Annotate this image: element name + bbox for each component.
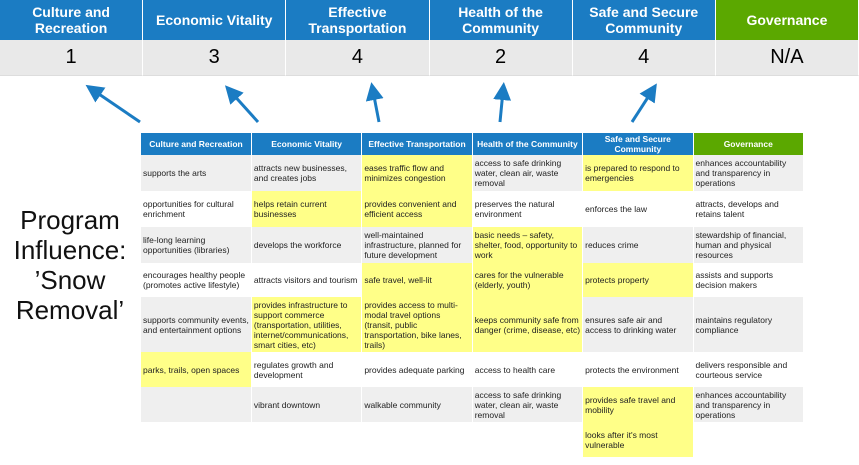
arrows xyxy=(85,82,657,124)
table-row: life-long learning opportunities (librar… xyxy=(141,227,805,263)
table-cell xyxy=(693,422,805,457)
table-row: supports community events, and entertain… xyxy=(141,297,805,352)
table-cell xyxy=(141,422,252,457)
pillar-header: Economic Vitality xyxy=(143,0,287,40)
arrow-icon xyxy=(493,82,512,123)
table-cell: enforces the law xyxy=(582,191,694,227)
table-cell: access to safe drinking water, clean air… xyxy=(472,155,584,191)
table-cell: preserves the natural environment xyxy=(472,191,584,227)
table-column-header: Culture and Recreation xyxy=(141,133,252,155)
table-cell: access to health care xyxy=(472,352,584,387)
program-influence-label: Program Influence: ’Snow Removal’ xyxy=(13,205,127,325)
pillar-header: Safe and Secure Community xyxy=(572,0,716,40)
arrow-icon xyxy=(630,83,657,123)
table-cell: eases traffic flow and minimizes congest… xyxy=(361,155,473,191)
table-column-header: Governance xyxy=(693,133,805,155)
table-cell: stewardship of financial, human and phys… xyxy=(693,227,805,263)
pillar-header: Health of the Community xyxy=(429,0,573,40)
table-cell: provides infrastructure to support comme… xyxy=(251,297,363,352)
table-cell: develops the workforce xyxy=(251,227,363,263)
arrow-icon xyxy=(365,82,384,123)
table-cell: protects the environment xyxy=(582,352,694,387)
table-cell: vibrant downtown xyxy=(251,387,363,422)
table-cell xyxy=(361,422,473,457)
table-cell: assists and supports decision makers xyxy=(693,263,805,297)
pillar-header: Governance xyxy=(715,0,859,40)
table-cell: walkable community xyxy=(361,387,473,422)
table-cell: is prepared to respond to emergencies xyxy=(582,155,694,191)
table-cell: well-maintained infrastructure, planned … xyxy=(361,227,473,263)
table-cell: encourages healthy people (promotes acti… xyxy=(141,263,252,297)
table-column-header: Effective Transportation xyxy=(361,133,473,155)
pillar-header: Culture and Recreation xyxy=(0,0,144,40)
pillar-score: 4 xyxy=(572,40,716,76)
table-cell: reduces crime xyxy=(582,227,694,263)
table-row: looks after it's most vulnerable xyxy=(141,422,805,457)
table-cell: life-long learning opportunities (librar… xyxy=(141,227,252,263)
table-cell xyxy=(472,422,584,457)
table-row: encourages healthy people (promotes acti… xyxy=(141,263,805,297)
table-cell: enhances accountability and transparency… xyxy=(693,387,805,422)
table-column-header: Health of the Community xyxy=(472,133,584,155)
pillar-header: Effective Transportation xyxy=(286,0,430,40)
pillar-scoreboard: Culture and Recreation Economic Vitality E… xyxy=(0,0,859,76)
table-row: parks, trails, open spaces regulates grow… xyxy=(141,352,805,387)
table-cell: access to safe drinking water, clean air… xyxy=(472,387,584,422)
table-cell: basic needs – safety, shelter, food, opp… xyxy=(472,227,584,263)
table-cell: opportunities for cultural enrichment xyxy=(141,191,252,227)
table-cell: provides convenient and efficient access xyxy=(361,191,473,227)
pillar-score: 2 xyxy=(429,40,573,76)
table-cell: provides safe travel and mobility xyxy=(582,387,694,422)
table-cell: parks, trails, open spaces xyxy=(141,352,252,387)
table-cell: enhances accountability and transparency… xyxy=(693,155,805,191)
table-cell: keeps community safe from danger (crime,… xyxy=(472,297,584,352)
table-cell: helps retain current businesses xyxy=(251,191,363,227)
table-cell: ensures safe air and access to drinking … xyxy=(582,297,694,352)
table-cell: attracts visitors and tourism xyxy=(251,263,363,297)
table-cell: regulates growth and development xyxy=(251,352,363,387)
table-cell: cares for the vulnerable (elderly, youth… xyxy=(472,263,584,297)
table-cell: protects property xyxy=(582,263,694,297)
arrow-icon xyxy=(224,85,260,124)
table-row: supports the arts attracts new businesses… xyxy=(141,155,805,191)
table-cell: delivers responsible and courteous servi… xyxy=(693,352,805,387)
pillar-score: N/A xyxy=(715,40,859,76)
table-cell: attracts new businesses, and creates job… xyxy=(251,155,363,191)
pillar-score: 4 xyxy=(286,40,430,76)
table-column-header: Economic Vitality xyxy=(251,133,363,155)
table-cell: safe travel, well-lit xyxy=(361,263,473,297)
pillar-table: Culture and Recreation Economic Vitality E… xyxy=(141,133,805,457)
pillar-score: 1 xyxy=(0,40,144,76)
table-row: opportunities for cultural enrichment hel… xyxy=(141,191,805,227)
table-cell xyxy=(251,422,363,457)
table-cell: maintains regulatory compliance xyxy=(693,297,805,352)
pillar-score: 3 xyxy=(143,40,287,76)
table-cell xyxy=(141,387,252,422)
table-cell: supports the arts xyxy=(141,155,252,191)
table-cell: provides access to multi-modal travel op… xyxy=(361,297,473,352)
table-cell: supports community events, and entertain… xyxy=(141,297,252,352)
table-cell: provides adequate parking xyxy=(361,352,473,387)
table-row: vibrant downtown walkable community access… xyxy=(141,387,805,422)
table-column-header: Safe and Secure Community xyxy=(582,133,694,155)
arrow-icon xyxy=(85,84,141,124)
table-cell: looks after it's most vulnerable xyxy=(582,422,694,457)
table-cell: attracts, develops and retains talent xyxy=(693,191,805,227)
